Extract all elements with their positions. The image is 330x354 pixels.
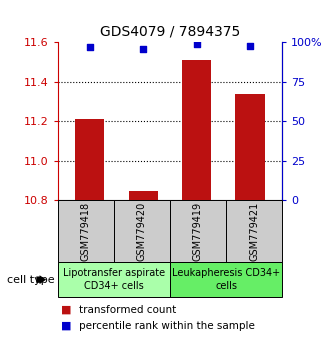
Text: GSM779418: GSM779418	[81, 201, 91, 261]
Bar	[129, 191, 158, 200]
Text: cell type: cell type	[7, 275, 54, 285]
Point	[248, 43, 253, 48]
Text: ■: ■	[61, 321, 72, 331]
Bar	[75, 119, 105, 200]
Title: GDS4079 / 7894375: GDS4079 / 7894375	[100, 24, 240, 39]
Point	[87, 44, 92, 50]
Point	[141, 46, 146, 52]
Point	[194, 41, 199, 47]
Text: transformed count: transformed count	[79, 305, 177, 315]
Text: GSM779420: GSM779420	[137, 201, 147, 261]
Text: Leukapheresis CD34+
cells: Leukapheresis CD34+ cells	[172, 268, 280, 291]
Text: percentile rank within the sample: percentile rank within the sample	[79, 321, 255, 331]
Bar	[182, 60, 211, 200]
Text: GSM779421: GSM779421	[249, 201, 259, 261]
Text: Lipotransfer aspirate
CD34+ cells: Lipotransfer aspirate CD34+ cells	[63, 268, 165, 291]
Text: GSM779419: GSM779419	[193, 201, 203, 261]
Bar	[235, 94, 265, 200]
Text: ■: ■	[61, 305, 72, 315]
